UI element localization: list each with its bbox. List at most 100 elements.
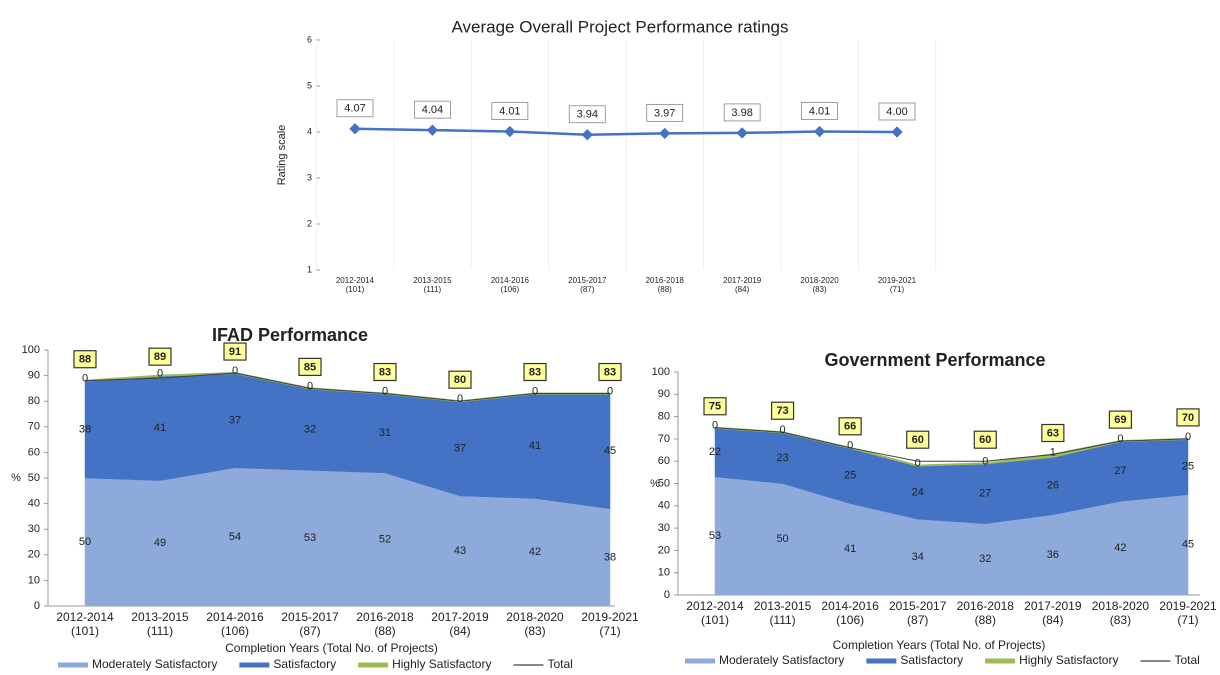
value-label-box [801,102,838,120]
value-label: 53 [304,532,316,544]
value-label: 45 [1182,539,1194,551]
marker [426,124,439,136]
value-label-box [646,103,684,122]
marker [736,127,748,139]
total-label: 89 [154,351,166,363]
x-tick-label: 2017-2019 (84) [431,611,489,638]
y-tick-label: 90 [658,388,670,400]
value-label: 41 [154,422,166,434]
x-tick-label-box: 2013-2015 (111) [131,611,188,638]
value-label: 27 [979,487,991,499]
value-label-box [568,105,606,124]
value-label: 37 [454,442,466,454]
total-label-box [906,430,930,449]
value-label-box [414,100,451,119]
value-label: 0 [712,420,718,432]
value-label: 26 [1047,480,1059,492]
value-label: 0 [780,424,786,436]
y-tick-label: 2 [307,218,312,228]
y-tick-label: 3 [307,172,312,182]
x-tick-label-box: 2015-2017 (87) [889,600,947,627]
y-tick-label: 40 [28,498,40,510]
value-label: 50 [79,536,91,548]
value-label: 52 [379,533,391,545]
y-tick-label: 100 [22,344,40,356]
y-tick-label: 20 [658,544,670,556]
total-line [84,372,610,402]
total-label: 80 [454,374,466,386]
x-tick-label: 2015-2017 (87) [568,276,607,295]
value-label: 38 [604,551,616,563]
x-tick-label: 2016-2018 (88) [645,276,684,295]
value-label: 27 [1114,465,1126,477]
legend-label: Moderately Satisfactory [719,653,844,667]
value-label: 3.94 [577,109,598,121]
value-label: 1 [1050,446,1056,458]
value-label: 0 [232,365,238,377]
value-label: 25 [1182,461,1194,473]
x-tick-label: 2016-2018 (88) [956,600,1014,627]
y-tick-label: 20 [28,549,40,561]
total-label: 83 [379,366,391,378]
value-label: 53 [709,530,721,542]
y-tick-label: 4 [307,126,312,136]
legend-label: Total [1174,653,1199,667]
value-label: 42 [1114,542,1126,554]
value-label: 23 [776,452,788,464]
value-label: 25 [844,470,856,482]
value-label: 32 [304,423,316,435]
x-tick-label: 2019-2021 (71) [1159,600,1217,627]
value-label: 24 [912,486,924,498]
y-tick-label: 50 [658,477,670,489]
total-label: 91 [229,346,241,358]
y-tick-label: 0 [664,589,670,601]
total-label-box [1041,423,1065,443]
y-tick-label: 80 [28,395,40,407]
total-label-box [298,357,322,376]
x-tick-label-box: 2018-2020 (83) [800,276,838,294]
value-label: 42 [529,546,541,558]
legend-label: Satisfactory [273,657,336,671]
x-tick-label: 2012-2014 (101) [335,276,375,295]
marker [813,125,826,138]
total-label-box [770,401,795,420]
value-label-box [878,102,916,121]
value-label: 4.07 [344,103,365,115]
total-label: 63 [1047,427,1059,439]
x-tick-label-box: 2018-2020 (83) [506,611,563,638]
x-tick-label: 2014-2016 (106) [490,276,529,295]
y-tick-label: 60 [28,446,40,458]
total-line [714,427,1189,462]
total-label-box [598,362,622,382]
marker [659,127,671,140]
x-axis-label: Completion Years (Total No. of Projects) [833,638,1046,652]
value-label: 50 [776,533,788,545]
x-tick-label-box: 2015-2017 (87) [281,611,338,638]
x-tick-label-box: 2014-2016 (106) [206,611,263,638]
total-label: 69 [1114,414,1126,426]
x-axis-label: Completion Years (Total No. of Projects) [225,641,438,655]
value-label: 36 [1047,549,1059,561]
value-label: 4.00 [886,106,907,118]
x-tick-label-box: 2016-2018 (88) [645,276,684,295]
legend-label: Total [547,657,572,671]
legend-label: Moderately Satisfactory [92,657,217,671]
x-tick-label-box: 2016-2018 (88) [956,600,1014,627]
x-tick-label-box: 2014-2016 (106) [821,600,878,627]
total-label: 60 [979,434,991,446]
total-label: 66 [844,421,856,433]
total-label-box [1176,408,1200,427]
value-label: 4.01 [809,105,830,117]
y-tick-label: 5 [307,80,312,90]
x-tick-label: 2015-2017 (87) [889,600,947,627]
y-tick-label: 40 [658,500,670,512]
y-tick-label: 90 [28,370,40,382]
value-label: 3.98 [731,107,752,119]
value-label-box [491,102,529,120]
y-axis-label: % [11,472,21,484]
line [354,127,898,137]
x-tick-label-box: 2015-2017 (87) [568,276,607,295]
chart-title: Government Performance [824,350,1045,370]
